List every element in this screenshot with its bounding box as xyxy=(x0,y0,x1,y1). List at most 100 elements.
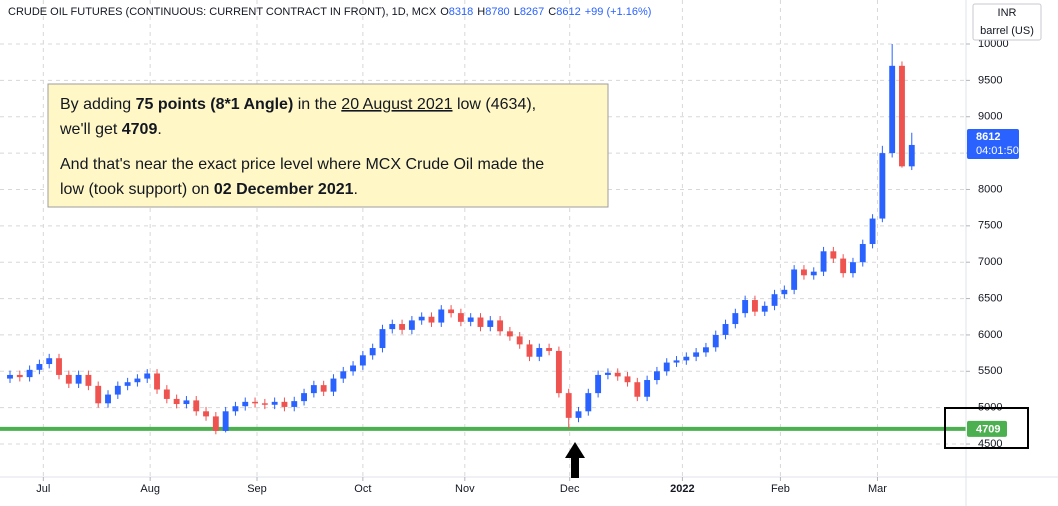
candle-body xyxy=(203,411,209,417)
candle-body xyxy=(261,403,268,405)
candle-body xyxy=(693,352,700,357)
candle-body xyxy=(840,258,847,274)
candle-body xyxy=(95,385,102,404)
annotation-run: By adding xyxy=(60,96,136,113)
y-tick-label: 7500 xyxy=(978,220,1002,232)
x-tick-label: Oct xyxy=(354,483,371,495)
candle-body xyxy=(771,294,778,306)
candle-body xyxy=(36,364,43,370)
candle-body xyxy=(732,313,739,325)
last-price: 8612 xyxy=(976,131,1000,143)
candle-body xyxy=(899,65,905,167)
candle-body xyxy=(889,65,896,154)
y-tick-label: 8000 xyxy=(978,183,1002,195)
candle-body xyxy=(144,373,151,379)
candle-body xyxy=(183,400,190,405)
candle-body xyxy=(908,144,915,167)
candle-body xyxy=(624,376,631,383)
arrow xyxy=(565,442,585,478)
unit: barrel (US) xyxy=(980,25,1034,37)
annotation-run: 4709 xyxy=(122,121,158,138)
candle-body xyxy=(820,251,827,272)
candle-body xyxy=(105,394,111,404)
candle-body xyxy=(301,393,307,402)
candle-body xyxy=(16,374,23,378)
annotation-line: And that's near the exact price level wh… xyxy=(60,156,544,173)
candle-body xyxy=(134,378,141,383)
ohlc-value: 8780 xyxy=(485,6,509,18)
y-tick-label: 9000 xyxy=(978,111,1002,123)
ohlc-name: L xyxy=(514,6,520,18)
annotation-line: we'll get 4709. xyxy=(59,121,162,138)
candle-body xyxy=(585,393,592,412)
currency-box[interactable] xyxy=(972,3,1042,41)
candle-body xyxy=(438,309,445,323)
candle-body xyxy=(252,401,258,404)
x-tick-label: Nov xyxy=(455,483,475,495)
candle-body xyxy=(114,385,121,395)
candle-body xyxy=(330,378,337,392)
candle-body xyxy=(350,365,357,372)
annotation-box xyxy=(47,83,609,208)
candle-body xyxy=(742,300,749,314)
candle-body xyxy=(359,355,366,366)
candle-body xyxy=(830,251,837,259)
candles xyxy=(0,44,966,435)
candle-body xyxy=(663,362,670,372)
candle-body xyxy=(281,401,288,407)
candle-body xyxy=(565,393,572,418)
x-tick-label: Mar xyxy=(868,483,887,495)
candle-body xyxy=(408,320,415,330)
candle-body xyxy=(683,356,690,361)
candle-body xyxy=(65,374,72,384)
candle-body xyxy=(154,373,160,390)
candle-body xyxy=(7,374,13,379)
candle-body xyxy=(791,269,798,290)
y-tick-label: 10000 xyxy=(978,38,1009,50)
candle-body xyxy=(673,360,680,363)
candle-body xyxy=(291,401,298,407)
annotation-line: By adding 75 points (8*1 Angle) in the 2… xyxy=(60,96,536,113)
candle-body xyxy=(467,317,474,322)
candle-body xyxy=(801,269,807,276)
annotation: By adding 75 points (8*1 Angle) in the 2… xyxy=(59,96,544,198)
candle-body xyxy=(222,411,229,431)
x-tick-label: Jul xyxy=(36,483,50,495)
y-tick-label: 6500 xyxy=(978,292,1002,304)
candle-body xyxy=(752,300,758,312)
candle-body xyxy=(536,348,543,357)
ohlc-value: 8267 xyxy=(520,6,544,18)
candle-body xyxy=(448,309,455,314)
candle-body xyxy=(879,153,886,219)
annotation-run: 02 December 2021 xyxy=(214,181,354,198)
ohlc-value: 8318 xyxy=(449,6,473,18)
candle-body xyxy=(555,350,562,394)
annotation-run: . xyxy=(157,121,161,138)
candle-body xyxy=(702,347,709,353)
candle-body xyxy=(389,324,396,330)
support-price-tag xyxy=(967,420,1007,437)
candle-body xyxy=(653,371,660,381)
candle-body xyxy=(516,336,523,345)
candle-body xyxy=(457,313,464,322)
ohlc-name: H xyxy=(477,6,485,18)
y-tick-label: 9500 xyxy=(978,74,1002,86)
annotation-run: low (4634), xyxy=(453,96,537,113)
candle-body xyxy=(644,380,651,397)
candle-body xyxy=(242,401,249,407)
candle-body xyxy=(340,371,347,379)
candle-body xyxy=(497,320,504,332)
candle-body xyxy=(418,316,425,321)
candle-body xyxy=(124,382,131,386)
candle-body xyxy=(163,389,170,399)
annotation-run: in the xyxy=(293,96,341,113)
candle-body xyxy=(487,320,494,327)
candle-body xyxy=(85,374,92,386)
candle-body xyxy=(634,382,641,397)
candle-body xyxy=(173,398,180,405)
candle-body xyxy=(56,358,62,375)
x-tick-label: Dec xyxy=(560,483,580,495)
candle-body xyxy=(575,411,582,418)
candle-body xyxy=(193,400,200,412)
annotation-run: 20 August 2021 xyxy=(341,96,452,113)
